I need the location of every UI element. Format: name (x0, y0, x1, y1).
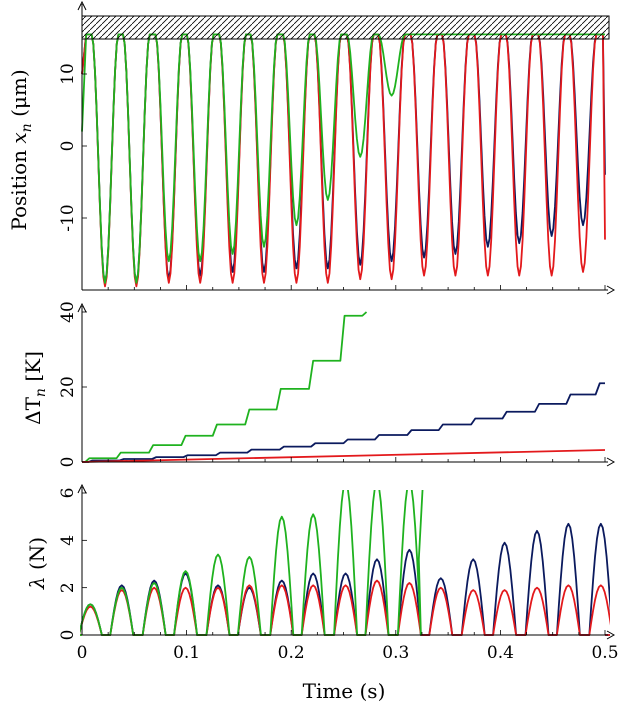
lambda-series-green (80, 490, 424, 636)
position-series-red (81, 33, 606, 288)
delta-t-panel: 0 20 40 ΔTn [K] (21, 301, 616, 468)
lambda-series-dark_blue (80, 522, 610, 636)
lambda-y-tick-label: 0 (58, 630, 78, 641)
wall-hatch (81, 15, 610, 40)
x-tick-label: 0.5 (591, 643, 618, 663)
x-tick-label: 0.2 (278, 643, 305, 663)
position-axes: 10 0 -10 (58, 0, 616, 295)
position-y-tick-label: 0 (58, 141, 78, 152)
delta-t-series-dark_blue (82, 382, 605, 463)
position-x-arrow (606, 285, 616, 295)
lambda-y-tick-label: 2 (58, 582, 78, 593)
x-tick-label: 0.4 (487, 643, 514, 663)
x-tick-label: 0 (77, 643, 88, 663)
position-y-tick-label: -10 (58, 204, 78, 231)
position-ylabel: Position xn (μm) (7, 69, 35, 230)
delta-t-y-tick-label: 0 (58, 457, 78, 468)
lambda-ylabel: λ (N) (25, 537, 49, 590)
position-lines (81, 33, 606, 288)
lambda-y-arrow (77, 483, 87, 494)
delta-t-series-green (82, 311, 368, 463)
lambda-axes: 0 2 4 6 0 0.1 0.2 0.3 0.4 0.5 (58, 483, 619, 663)
x-tick-label: 0.3 (382, 643, 409, 663)
delta-t-y-arrow (77, 302, 87, 313)
lambda-y-tick-label: 6 (58, 488, 78, 499)
delta-t-ylabel: ΔTn [K] (21, 351, 49, 425)
position-y-arrow (77, 0, 87, 11)
delta-t-y-tick-label: 40 (58, 301, 78, 323)
lambda-y-tick-label: 4 (58, 535, 78, 546)
x-tick-label: 0.1 (173, 643, 200, 663)
position-panel: 10 0 -10 Position xn (μm) (7, 0, 616, 295)
lambda-x-arrow (606, 630, 616, 640)
lambda-lines (80, 490, 610, 636)
delta-t-axes: 0 20 40 (58, 301, 616, 468)
lambda-panel: 0 2 4 6 0 0.1 0.2 0.3 0.4 0.5 λ (N) (25, 483, 619, 663)
delta-t-lines (81, 311, 606, 463)
x-axis-label: Time (s) (303, 679, 386, 703)
position-y-tick-label: 10 (58, 63, 78, 85)
delta-t-x-arrow (606, 457, 616, 467)
delta-t-y-tick-label: 20 (58, 376, 78, 398)
delta-t-series-red (81, 449, 606, 463)
